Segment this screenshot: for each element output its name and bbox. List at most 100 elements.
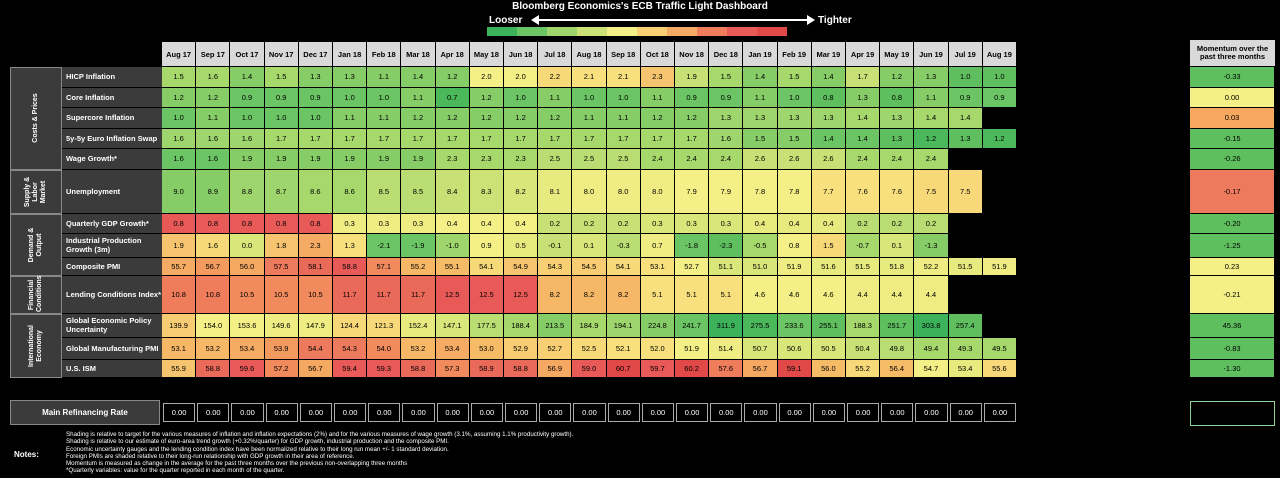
data-cell: 1.1 <box>401 87 436 108</box>
data-cell: 1.4 <box>811 128 846 149</box>
data-cell: 7.8 <box>743 169 778 214</box>
data-cell: 188.4 <box>504 313 539 338</box>
data-cell: 7.9 <box>709 169 744 214</box>
legend-swatch <box>697 27 727 36</box>
momentum-cell: 0.03 <box>1190 108 1275 129</box>
data-cell: 50.4 <box>846 337 881 360</box>
group-label-text: Costs & Prices <box>32 93 39 143</box>
refinancing-rate-cell: 0.00 <box>539 403 572 422</box>
data-cell: 1.0 <box>264 108 299 129</box>
column-header: Aug 18 <box>572 42 607 66</box>
data-cell: 55.6 <box>982 359 1017 378</box>
data-cell: 1.1 <box>333 108 368 129</box>
data-cell: -1.0 <box>435 233 470 258</box>
refinancing-rate-cell: 0.00 <box>334 403 367 422</box>
legend-color-scale <box>487 27 787 36</box>
group-label: Demand & Output <box>10 213 62 276</box>
row-label: Unemployment <box>62 169 162 214</box>
data-cell: 8.8 <box>230 169 265 214</box>
data-cell: 1.4 <box>846 128 881 149</box>
data-cell: 1.9 <box>401 149 436 170</box>
data-cell: 251.7 <box>880 313 915 338</box>
momentum-cell: -0.17 <box>1190 169 1275 214</box>
data-cell: 1.5 <box>162 67 197 88</box>
data-cell: 58.1 <box>298 257 333 276</box>
column-header: Aug 19 <box>982 42 1017 66</box>
data-cell: 2.0 <box>469 67 504 88</box>
data-cell: 0.8 <box>298 213 333 234</box>
refinancing-rate-cell: 0.00 <box>470 403 503 422</box>
data-cell: 1.4 <box>914 108 949 129</box>
row-label: Lending Conditions Index* <box>62 275 162 314</box>
data-cell: 1.7 <box>504 128 539 149</box>
data-cell: 7.7 <box>811 169 846 214</box>
data-cell: 8.0 <box>640 169 675 214</box>
data-cell: 2.6 <box>811 149 846 170</box>
data-cell: 1.1 <box>196 108 231 129</box>
data-cell: 57.1 <box>367 257 402 276</box>
legend-double-arrow-icon <box>531 15 815 25</box>
data-cell: 1.0 <box>298 108 333 129</box>
momentum-cell: -0.26 <box>1190 149 1275 170</box>
column-header: Nov 17 <box>264 42 299 66</box>
data-cell: 0.3 <box>640 213 675 234</box>
data-cell: 152.4 <box>401 313 436 338</box>
data-cell: 0.8 <box>196 213 231 234</box>
note-line: *Quarterly variables: value for the quar… <box>66 467 285 475</box>
data-cell: 56.0 <box>811 359 846 378</box>
data-cell: 1.5 <box>264 67 299 88</box>
data-cell: 55.1 <box>435 257 470 276</box>
data-cell <box>982 233 1017 258</box>
column-header: Oct 17 <box>230 42 265 66</box>
data-cell: 54.7 <box>914 359 949 378</box>
data-cell: 58.8 <box>504 359 539 378</box>
data-cell: -0.3 <box>606 233 641 258</box>
data-cell <box>982 108 1017 129</box>
group-label: Financial Conditions <box>10 275 62 314</box>
data-cell: 1.3 <box>333 67 368 88</box>
data-cell: 11.7 <box>367 275 402 314</box>
data-cell: 241.7 <box>675 313 710 338</box>
data-cell: 0.7 <box>435 87 470 108</box>
data-cell: 1.5 <box>777 128 812 149</box>
row-label: Wage Growth* <box>62 149 162 170</box>
data-cell: 1.2 <box>196 87 231 108</box>
data-cell: 49.3 <box>948 337 983 360</box>
data-cell: 1.6 <box>196 128 231 149</box>
data-cell: 53.2 <box>401 337 436 360</box>
data-cell: 9.0 <box>162 169 197 214</box>
data-cell: -2.1 <box>367 233 402 258</box>
data-cell: 0.8 <box>162 213 197 234</box>
data-cell: 8.2 <box>572 275 607 314</box>
data-cell: -0.1 <box>538 233 573 258</box>
data-cell: 8.6 <box>333 169 368 214</box>
data-cell: 8.1 <box>538 169 573 214</box>
data-cell: 1.0 <box>162 108 197 129</box>
data-cell: 1.7 <box>572 128 607 149</box>
data-cell: 2.4 <box>914 149 949 170</box>
data-cell: 51.5 <box>846 257 881 276</box>
data-cell: 57.6 <box>709 359 744 378</box>
data-cell: 60.2 <box>675 359 710 378</box>
data-cell: 0.9 <box>298 87 333 108</box>
data-cell: 275.5 <box>743 313 778 338</box>
column-header: Feb 18 <box>367 42 402 66</box>
data-cell: 0.4 <box>469 213 504 234</box>
row-label: HICP Inflation <box>62 67 162 88</box>
data-cell: 0.9 <box>948 87 983 108</box>
refinancing-rate-cell: 0.00 <box>778 403 811 422</box>
data-cell: 50.6 <box>777 337 812 360</box>
data-cell: 1.0 <box>367 87 402 108</box>
data-cell: 1.4 <box>948 108 983 129</box>
data-cell: 12.5 <box>504 275 539 314</box>
data-cell: 1.0 <box>948 67 983 88</box>
dashboard-title: Bloomberg Economics's ECB Traffic Light … <box>512 1 768 12</box>
data-cell: 51.0 <box>743 257 778 276</box>
data-cell: 233.6 <box>777 313 812 338</box>
data-cell: 56.4 <box>880 359 915 378</box>
data-cell <box>982 149 1017 170</box>
data-cell: 1.2 <box>640 108 675 129</box>
data-cell: 55.7 <box>162 257 197 276</box>
data-cell: 7.8 <box>777 169 812 214</box>
data-cell: 54.1 <box>606 257 641 276</box>
